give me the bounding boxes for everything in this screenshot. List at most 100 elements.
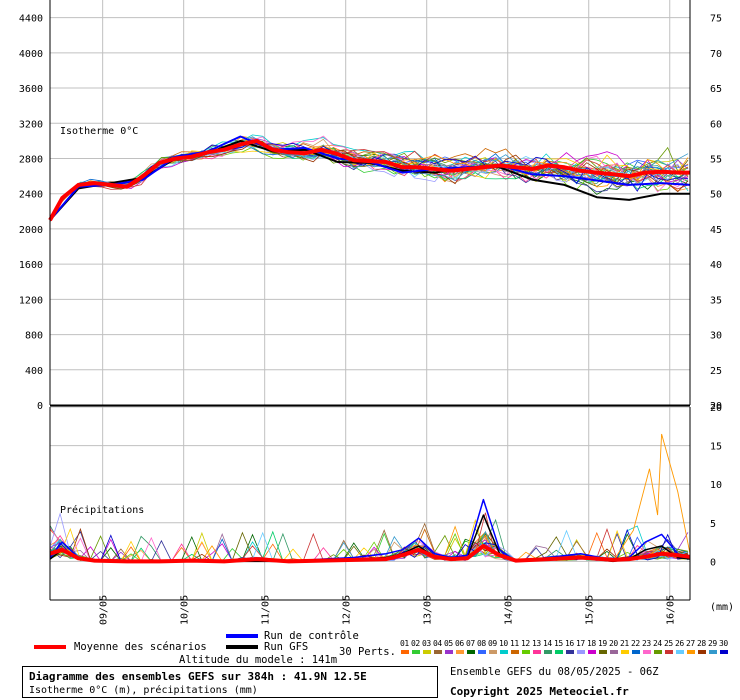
pert-number: 08	[477, 639, 486, 648]
precip-tick-label: 15	[710, 442, 722, 453]
pert-number: 09	[488, 639, 497, 648]
pert-number: 01	[400, 639, 409, 648]
pert-number: 29	[708, 639, 717, 648]
date-tick-label: 16/05	[666, 595, 677, 625]
right-tick-label: 35	[710, 295, 722, 306]
isotherm-mean-line	[48, 138, 690, 222]
legend-control-label: Run de contrôle	[264, 630, 359, 642]
pert-number: 23	[642, 639, 651, 648]
left-tick-label: 3200	[19, 119, 43, 130]
isotherm-right-tick-labels: 20 25 30 35 40 45 50 55 60 65 70 75	[710, 14, 722, 412]
pert-color-swatch	[522, 650, 530, 654]
footer-subtitle: Isotherme 0°C (m), précipitations (mm)	[29, 685, 258, 696]
pert-number: 17	[576, 639, 585, 648]
pert-color-swatch	[643, 650, 651, 654]
precip-main-lines	[49, 498, 691, 564]
right-tick-label: 75	[710, 14, 722, 25]
pert-color-swatch	[632, 650, 640, 654]
precip-tick-label: 20	[710, 403, 722, 414]
pert-number: 03	[422, 639, 431, 648]
precip-mean-line	[49, 544, 691, 564]
pert-color-swatch	[676, 650, 684, 654]
pert-number: 28	[697, 639, 706, 648]
pert-color-swatch	[566, 650, 574, 654]
left-tick-label: 400	[25, 366, 43, 377]
right-tick-label: 40	[710, 260, 722, 271]
pert-number: 14	[543, 639, 552, 648]
pert-number: 02	[411, 639, 420, 648]
pert-color-swatch	[709, 650, 717, 654]
right-tick-label: 20	[710, 401, 722, 412]
date-tick-label: 11/05	[261, 595, 272, 625]
pert-number: 20	[609, 639, 618, 648]
precip-tick-label: 10	[710, 480, 722, 491]
pert-number: 04	[433, 639, 442, 648]
pert-color-swatch	[467, 650, 475, 654]
legend-control-swatch	[226, 634, 258, 638]
date-tick-label: 12/05	[342, 595, 353, 625]
right-tick-label: 30	[710, 331, 722, 342]
pert-number: 30	[719, 639, 728, 648]
pert-number: 26	[675, 639, 684, 648]
right-tick-label: 60	[710, 119, 722, 130]
pert-color-swatch	[412, 650, 420, 654]
pert-number: 11	[510, 639, 519, 648]
pert-number: 13	[532, 639, 541, 648]
isotherm-annotation: Isotherme 0°C	[60, 126, 138, 137]
pert-color-swatch	[544, 650, 552, 654]
footer-title: Diagramme des ensembles GEFS sur 384h : …	[29, 670, 367, 683]
pert-color-swatch	[687, 650, 695, 654]
pert-color-swatch	[665, 650, 673, 654]
pert-color-swatch	[599, 650, 607, 654]
pert-color-swatch	[445, 650, 453, 654]
pert-color-swatch	[555, 650, 563, 654]
model-altitude: Altitude du modele : 141m	[179, 654, 338, 666]
isotherm-main-lines	[48, 135, 691, 222]
isotherm-left-tick-labels: 0 400 800 1200 1600 2000 2400 2800 3200 3600 4000 4…	[19, 14, 43, 412]
precip-tick-label: 5	[710, 519, 716, 530]
legend-mean-swatch	[34, 645, 66, 649]
left-tick-label: 2000	[19, 225, 43, 236]
pert-color-swatch	[489, 650, 497, 654]
legend-gfs-label: Run GFS	[264, 641, 309, 653]
left-tick-label: 1600	[19, 260, 43, 271]
pert-color-swatch	[478, 650, 486, 654]
precip-unit-label: (mm)	[710, 602, 734, 613]
right-tick-label: 70	[710, 49, 722, 60]
legend-gfs-swatch	[226, 645, 258, 649]
date-tick-label: 13/05	[423, 595, 434, 625]
pert-number: 15	[554, 639, 563, 648]
left-tick-label: 800	[25, 331, 43, 342]
pert-number: 12	[521, 639, 530, 648]
pert-color-swatch	[720, 650, 728, 654]
pert-number: 06	[455, 639, 464, 648]
pert-number: 16	[565, 639, 574, 648]
right-tick-label: 45	[710, 225, 722, 236]
date-tick-label: 14/05	[504, 595, 515, 625]
right-tick-label: 65	[710, 84, 722, 95]
pert-number: 25	[664, 639, 673, 648]
precip-plot-area	[50, 407, 690, 600]
pert-number: 18	[587, 639, 596, 648]
isotherm-panel: Isotherme 0°C 0 400 800 1200 1600 2000 2400 280…	[19, 0, 722, 412]
right-tick-label: 50	[710, 190, 722, 201]
pert-color-swatch	[456, 650, 464, 654]
date-tick-label: 15/05	[585, 595, 596, 625]
precip-peak-member-line	[612, 433, 691, 562]
left-tick-label: 1200	[19, 295, 43, 306]
footer-box: Diagramme des ensembles GEFS sur 384h : …	[22, 666, 438, 698]
pert-color-swatch	[434, 650, 442, 654]
pert-number: 24	[653, 639, 662, 648]
pert-color-swatch	[500, 650, 508, 654]
pert-color-swatch	[654, 650, 662, 654]
pert-color-swatch	[610, 650, 618, 654]
date-tick-label: 10/05	[180, 595, 191, 625]
pert-number: 22	[631, 639, 640, 648]
date-tick-label: 09/05	[99, 595, 110, 625]
date-tick-labels: 09/05 10/05 11/05 12/05 13/05 14/05 15/05 16/05	[99, 595, 677, 625]
left-tick-label: 4000	[19, 49, 43, 60]
precip-panel: Précipitations (mm) 0 5 10 15 20 09/05 10/05 1…	[49, 403, 734, 625]
copyright: Copyright 2025 Meteociel.fr	[450, 685, 629, 698]
run-info: Ensemble GEFS du 08/05/2025 - 06Z	[450, 666, 659, 678]
